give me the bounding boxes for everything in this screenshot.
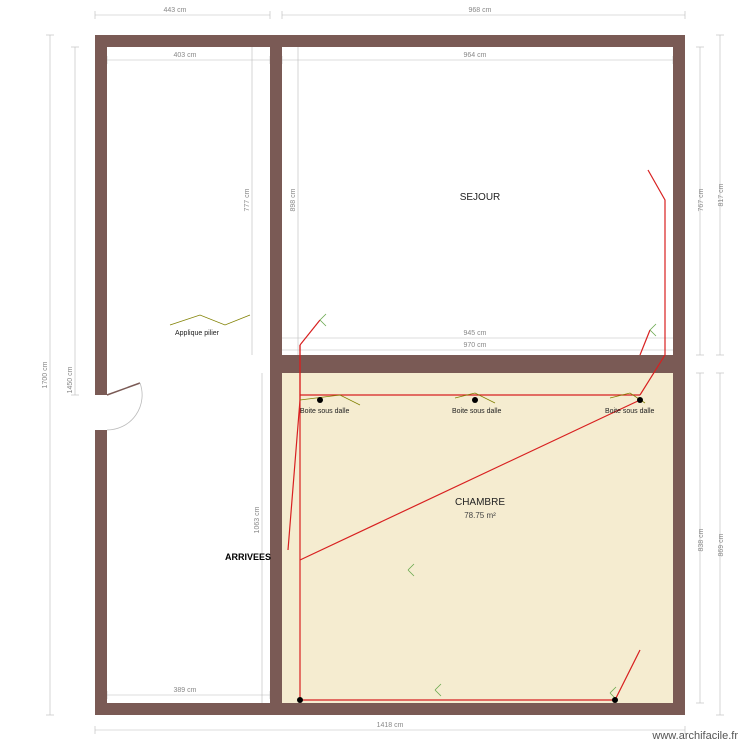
dimension-right-outer-upper: 817 cm <box>716 35 725 355</box>
dimension-top-inner: 403 cm 964 cm <box>107 52 673 64</box>
applique-label: Applique pilier <box>175 330 220 337</box>
svg-text:389 cm: 389 cm <box>174 687 197 694</box>
svg-text:898 cm: 898 cm <box>290 188 297 211</box>
dim-right-outer-upper: 817 cm <box>718 183 725 206</box>
floor-plan: 443 cm 968 cm 403 cm 964 cm 1418 cm 389 … <box>0 0 750 750</box>
svg-text:1063 cm: 1063 cm <box>254 506 261 533</box>
svg-text:777 cm: 777 cm <box>244 188 251 211</box>
svg-text:970 cm: 970 cm <box>464 342 487 349</box>
dim-right-inner-lower: 838 cm <box>698 528 705 551</box>
dim-top-inner-right: 964 cm <box>464 52 487 59</box>
dim-right-outer-lower: 869 cm <box>718 533 725 556</box>
dim-left-inner: 1450 cm <box>67 366 74 393</box>
footer-link[interactable]: www.archifacile.fr <box>652 730 738 742</box>
dimension-right-outer-lower: 869 cm <box>716 373 725 715</box>
dimension-right-inner-lower: 838 cm <box>696 373 705 703</box>
sejour-label: SEJOUR <box>460 192 501 203</box>
door-left <box>107 383 142 430</box>
dimension-top-outer: 443 cm 968 cm <box>95 7 685 19</box>
dim-top-right: 968 cm <box>469 7 492 14</box>
arrivees-label: ARRIVEES <box>225 552 271 562</box>
chambre-floor <box>282 373 673 703</box>
chambre-label: CHAMBRE <box>455 497 505 508</box>
dim-left-outer: 1700 cm <box>42 361 49 388</box>
svg-text:945 cm: 945 cm <box>464 330 487 337</box>
dimension-bottom-outer: 1418 cm <box>95 722 685 734</box>
dim-top-left: 443 cm <box>164 7 187 14</box>
dimension-left-outer: 1700 cm <box>42 35 54 715</box>
dim-bottom-outer: 1418 cm <box>377 722 404 729</box>
boite-label-1: Boite sous dalle <box>300 408 350 415</box>
dim-top-inner-left: 403 cm <box>174 52 197 59</box>
boite-label-2: Boite sous dalle <box>452 408 502 415</box>
dim-right-inner-upper: 767 cm <box>698 188 705 211</box>
dimension-bottom-inner-left: 389 cm <box>107 687 270 699</box>
boite-label-3: Boite sous dalle <box>605 408 655 415</box>
chambre-area: 78.75 m² <box>464 511 496 520</box>
dimension-left-inner: 1450 cm <box>67 47 79 395</box>
dimension-right-inner-upper: 767 cm <box>696 47 705 355</box>
